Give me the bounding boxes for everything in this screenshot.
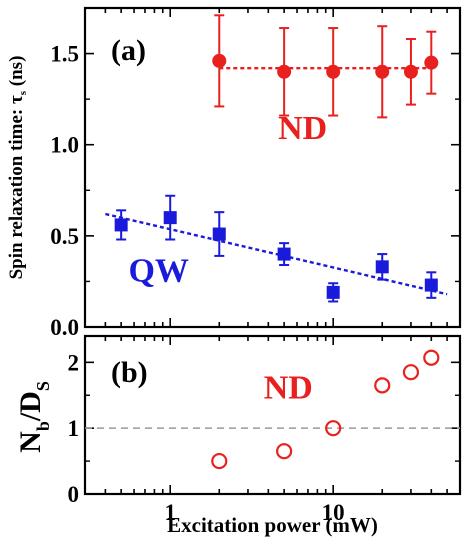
y-axis-title-text: Spin relaxation time: — [6, 104, 27, 279]
y-tick-label: 0.5 — [50, 224, 79, 249]
data-point — [424, 55, 439, 70]
x-axis-title: Excitation power (mW) — [167, 513, 378, 537]
y-tick-label: 2 — [68, 350, 80, 375]
y-tick-label: 0 — [68, 482, 80, 507]
data-point — [277, 247, 291, 261]
panel-frame — [83, 6, 462, 329]
y-axis-title-text: N — [14, 431, 47, 453]
data-point — [375, 64, 390, 79]
fit-line — [105, 212, 448, 296]
data-point — [375, 260, 389, 274]
panel-label: (b) — [111, 356, 148, 389]
data-point — [325, 420, 342, 437]
y-axis-title-subscript: b — [33, 421, 53, 431]
y-tick-label: 0.0 — [50, 315, 79, 340]
data-point — [374, 377, 391, 394]
x-tick-label: 10 — [322, 500, 345, 525]
data-point — [326, 285, 340, 299]
y-axis-title: Nb/DS — [14, 381, 53, 453]
y-tick-label: 1.5 — [50, 42, 79, 67]
data-point — [211, 452, 228, 470]
data-point — [163, 211, 177, 225]
data-point — [326, 64, 341, 79]
y-axis-title: Spin relaxation time: τs (ns) — [6, 56, 29, 280]
y-tick-label: 1 — [68, 416, 80, 441]
data-point — [277, 64, 292, 79]
data-point — [403, 64, 418, 79]
data-point — [212, 53, 227, 68]
y-axis-title-subscript: S — [33, 381, 53, 391]
y-axis-title-symbol: τ — [6, 95, 27, 104]
y-axis-title-subscript: s — [17, 90, 29, 95]
data-point — [114, 218, 128, 232]
x-tick-label: 1 — [164, 500, 176, 525]
y-tick-label: 1.0 — [50, 133, 79, 158]
data-point — [212, 227, 226, 241]
data-point — [402, 364, 420, 381]
series-annotation: ND — [264, 370, 313, 407]
data-point — [424, 278, 438, 292]
data-point — [423, 349, 440, 366]
y-axis-title-text: /D — [14, 391, 47, 422]
panel-label: (a) — [111, 34, 146, 67]
panel-frame — [83, 334, 462, 496]
data-point — [276, 443, 293, 460]
y-axis-title-unit: (ns) — [6, 56, 27, 91]
series-annotation: QW — [128, 252, 188, 289]
series-annotation: ND — [278, 110, 327, 147]
